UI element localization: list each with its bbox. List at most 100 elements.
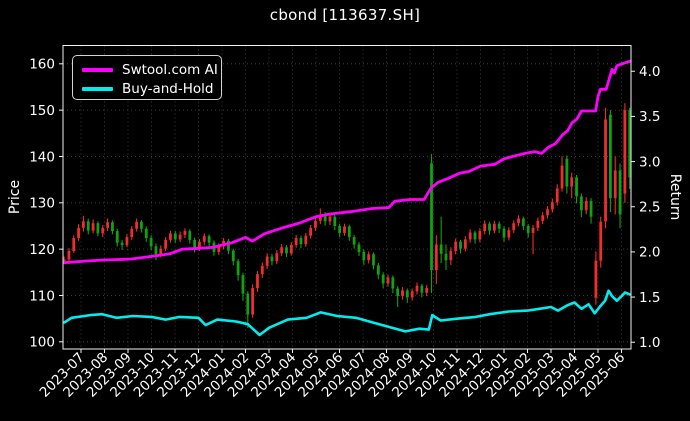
candle-body bbox=[144, 228, 148, 239]
y-right-tick-label: 3.0 bbox=[639, 154, 660, 170]
candle-body bbox=[309, 227, 313, 236]
candle-body bbox=[376, 265, 380, 275]
y-left-tick-label: 100 bbox=[29, 335, 55, 351]
candle-body bbox=[231, 250, 235, 262]
y-left-tick-label: 160 bbox=[29, 57, 55, 73]
candle-body bbox=[420, 285, 424, 293]
candle-body bbox=[517, 218, 520, 224]
candle-body bbox=[541, 215, 545, 221]
candle-body bbox=[613, 170, 617, 199]
candle-body bbox=[338, 225, 342, 233]
candle-body bbox=[584, 200, 588, 211]
candle-body bbox=[202, 236, 206, 242]
candle-body bbox=[318, 214, 322, 221]
candle-body bbox=[565, 158, 569, 187]
candle-body bbox=[589, 200, 593, 217]
candle-body bbox=[381, 274, 385, 284]
candle-body bbox=[149, 238, 153, 247]
candle-body bbox=[193, 239, 197, 249]
candle-body bbox=[173, 233, 177, 240]
candle-body bbox=[227, 240, 230, 251]
candle-body bbox=[111, 222, 114, 232]
candle-body bbox=[154, 246, 158, 255]
candle-body bbox=[618, 170, 622, 215]
candle-body bbox=[386, 277, 390, 284]
candle-body bbox=[304, 235, 308, 245]
candle-body bbox=[599, 221, 603, 261]
candle-body bbox=[492, 223, 496, 231]
y-right-tick-label: 1.0 bbox=[639, 335, 660, 351]
candle-body bbox=[67, 250, 71, 260]
candle-body bbox=[459, 241, 462, 249]
candle-body bbox=[299, 238, 303, 245]
legend-label-bh: Buy-and-Hold bbox=[122, 81, 214, 97]
candle-body bbox=[72, 238, 76, 251]
candle-body bbox=[536, 220, 540, 228]
candle-body bbox=[289, 244, 293, 254]
y-right-tick-label: 1.5 bbox=[639, 290, 660, 306]
candle-body bbox=[604, 119, 607, 222]
legend: Swtool.com AI Buy-and-Hold bbox=[72, 55, 222, 100]
candle-body bbox=[251, 288, 255, 315]
candle-body bbox=[391, 277, 395, 289]
candle-body bbox=[169, 233, 172, 240]
candle-body bbox=[362, 251, 366, 261]
candle-body bbox=[294, 238, 298, 245]
y-right-tick-label: 3.5 bbox=[639, 109, 660, 125]
candle-body bbox=[468, 232, 472, 240]
candle-body bbox=[396, 288, 400, 296]
candle-body bbox=[439, 244, 443, 254]
candle-body bbox=[526, 225, 530, 233]
y-left-tick-label: 140 bbox=[29, 149, 55, 165]
candle-body bbox=[560, 165, 564, 189]
candle-body bbox=[343, 226, 346, 233]
candle-body bbox=[120, 242, 124, 245]
candle-body bbox=[135, 221, 138, 229]
candle-body bbox=[265, 256, 269, 266]
candle-body bbox=[521, 218, 525, 226]
y-left-tick-label: 150 bbox=[29, 103, 55, 119]
candle-body bbox=[367, 254, 371, 261]
legend-label-ai: Swtool.com AI bbox=[122, 62, 218, 78]
candle-body bbox=[115, 231, 119, 243]
candle-body bbox=[628, 110, 632, 178]
candle-body bbox=[352, 237, 356, 245]
candle-body bbox=[410, 291, 414, 298]
buy-and-hold-line bbox=[63, 289, 632, 337]
bh-line-swatch bbox=[82, 87, 113, 91]
candle-body bbox=[405, 290, 409, 298]
y-right-tick-label: 2.0 bbox=[639, 245, 660, 261]
candle-body bbox=[401, 290, 404, 296]
candle-body bbox=[347, 226, 351, 238]
candle-body bbox=[579, 196, 583, 211]
y-right-tick-label: 2.5 bbox=[639, 200, 660, 216]
candle-body bbox=[207, 236, 211, 243]
legend-item-ai: Swtool.com AI bbox=[73, 61, 221, 79]
candle-body bbox=[86, 221, 90, 231]
candle-body bbox=[512, 223, 516, 231]
y-left-tick-label: 130 bbox=[29, 196, 55, 212]
candle-body bbox=[256, 274, 259, 289]
candle-body bbox=[463, 239, 467, 249]
candle-body bbox=[546, 209, 549, 216]
y-left-tick-label: 110 bbox=[29, 288, 55, 304]
candle-body bbox=[473, 232, 477, 240]
candle-body bbox=[82, 221, 85, 228]
candle-body bbox=[77, 227, 80, 239]
candle-body bbox=[140, 221, 143, 229]
candle-body bbox=[178, 234, 182, 240]
candle-body bbox=[96, 223, 100, 234]
y-right-tick-label: 4.0 bbox=[639, 64, 660, 80]
candle-body bbox=[430, 163, 433, 270]
candle-body bbox=[130, 228, 134, 238]
candle-body bbox=[623, 110, 627, 194]
candle-body bbox=[217, 246, 221, 252]
candle-body bbox=[570, 177, 574, 187]
candle-body bbox=[241, 275, 245, 294]
candle-body bbox=[328, 216, 332, 222]
candle-body bbox=[502, 228, 506, 238]
candle-body bbox=[555, 188, 559, 203]
candle-body bbox=[434, 244, 438, 270]
candle-body bbox=[478, 231, 482, 240]
